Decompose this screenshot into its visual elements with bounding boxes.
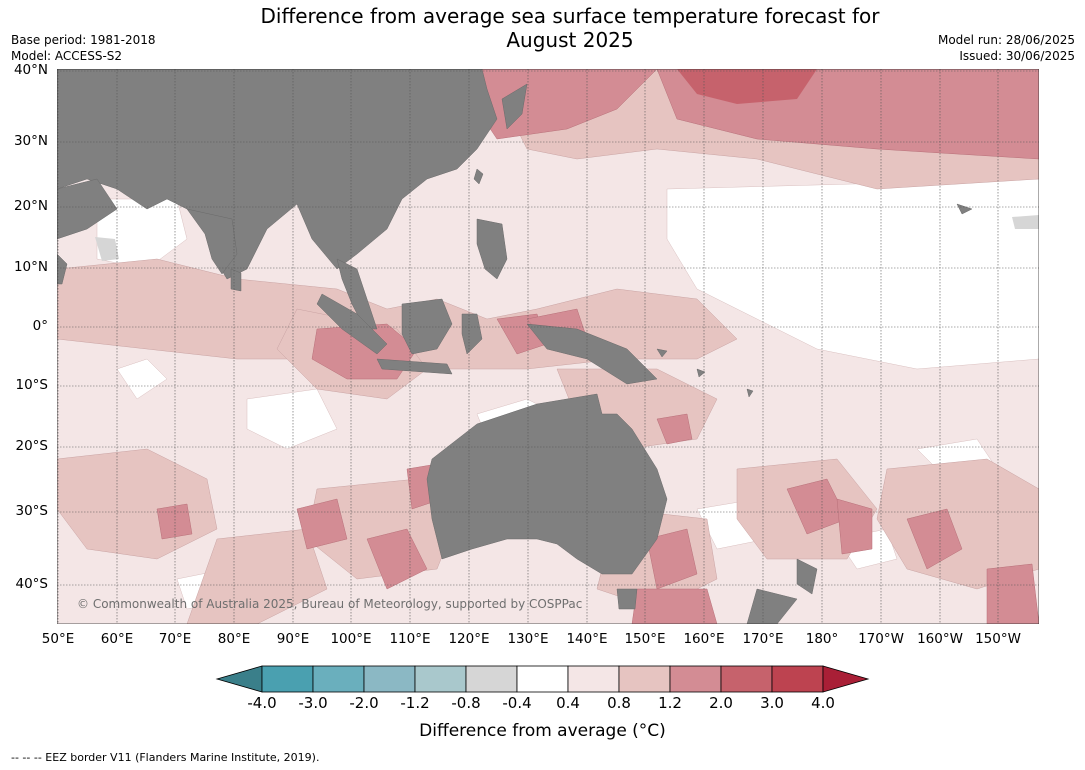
latitude-label: 0° [32, 318, 48, 334]
latitude-label: 10°N [13, 259, 48, 275]
colorbar-tick-label: -0.8 [451, 694, 481, 712]
latitude-label: 10°S [15, 377, 49, 393]
latitude-label: 40°S [15, 576, 49, 592]
colorbar-segment [261, 665, 314, 693]
sulawesi [461, 313, 483, 355]
longitude-label: 170°E [742, 631, 784, 647]
borneo [401, 298, 453, 355]
longitude-label: 150°W [975, 631, 1021, 647]
colorbar-tick-label: -2.0 [349, 694, 379, 712]
longitude-label: 180° [805, 631, 839, 647]
latitude-label: 20°N [13, 198, 48, 214]
colorbar-segment [516, 665, 569, 693]
graticule [57, 69, 1039, 624]
colorbar-segment [771, 665, 824, 693]
new-zealand-south [746, 588, 798, 624]
colorbar [215, 665, 870, 693]
colorbar-segment [618, 665, 671, 693]
taiwan [473, 168, 484, 185]
philippines [476, 218, 508, 280]
java [376, 358, 453, 375]
longitude-label: 90°E [276, 631, 310, 647]
colorbar-label: Difference from average (°C) [419, 721, 666, 741]
model-run: Model run: 28/06/2025 [937, 33, 1075, 47]
latitude-label: 30°S [15, 503, 49, 519]
japan [501, 83, 528, 130]
longitude-label: 70°E [158, 631, 192, 647]
land [57, 69, 973, 624]
longitude-label: 150°E [624, 631, 666, 647]
pacific-islands [656, 203, 973, 398]
longitude-label: 100°E [330, 631, 372, 647]
colorbar-tick-label: 0.4 [556, 694, 580, 712]
longitude-label: 110°E [389, 631, 431, 647]
colorbar-tick-label: 3.0 [760, 694, 784, 712]
eez-footnote: -- -- -- EEZ border V11 (Flanders Marine… [11, 751, 320, 764]
map-title: Difference from average sea surface temp… [230, 4, 910, 52]
sumatra [316, 293, 388, 355]
longitude-label: 130°E [507, 631, 549, 647]
issued-date: Issued: 30/06/2025 [959, 49, 1075, 63]
colorbar-tick-label: -1.2 [400, 694, 430, 712]
metadata-left: Base period: 1981-2018 Model: ACCESS-S2 [11, 32, 156, 64]
longitude-label: 60°E [100, 631, 134, 647]
colorbar-segment [720, 665, 773, 693]
india-peninsula [186, 208, 238, 275]
colorbar-tick-label: -0.4 [502, 694, 532, 712]
colorbar-segment [363, 665, 416, 693]
longitude-label: 140°E [566, 631, 608, 647]
sst-anomaly-map [57, 69, 1039, 624]
colorbar-tick-label: -4.0 [247, 694, 277, 712]
metadata-right: Model run: 28/06/2025 Issued: 30/06/2025 [938, 32, 1075, 64]
copyright-notice: © Commonwealth of Australia 2025, Bureau… [77, 597, 583, 611]
model-name: Model: ACCESS-S2 [11, 49, 123, 63]
new-guinea [526, 323, 658, 385]
latitude-label: 20°S [15, 438, 49, 454]
base-period: Base period: 1981-2018 [11, 33, 156, 47]
latitude-label: 30°N [13, 133, 48, 149]
longitude-label: 120°E [448, 631, 490, 647]
colorbar-segment [414, 665, 467, 693]
title-line-2: August 2025 [506, 28, 634, 52]
horn-of-africa [57, 253, 68, 285]
asia-landmass [57, 69, 498, 280]
arabia-africa [57, 178, 118, 240]
colorbar-segment [567, 665, 620, 693]
longitude-label: 170°W [858, 631, 904, 647]
colorbar-max-arrow [822, 665, 870, 693]
colorbar-tick-label: -3.0 [298, 694, 328, 712]
colorbar-segment [669, 665, 722, 693]
colorbar-tick-label: 1.2 [658, 694, 682, 712]
longitude-label: 80°E [217, 631, 251, 647]
anomaly-very-strong-warm [677, 69, 817, 104]
colorbar-segment [312, 665, 365, 693]
longitude-label: 160°W [917, 631, 963, 647]
tasmania [616, 588, 638, 610]
australia [426, 393, 668, 575]
colorbar-min-arrow [215, 665, 263, 693]
longitude-label: 50°E [41, 631, 75, 647]
colorbar-tick-label: 4.0 [811, 694, 835, 712]
colorbar-tick-label: 2.0 [709, 694, 733, 712]
colorbar-tick-label: 0.8 [607, 694, 631, 712]
near-zero-patches [95, 215, 1039, 261]
title-line-1: Difference from average sea surface temp… [260, 4, 880, 28]
sri-lanka [230, 268, 242, 292]
longitude-label: 160°E [683, 631, 725, 647]
latitude-label: 40°N [13, 62, 48, 78]
colorbar-segment [465, 665, 518, 693]
